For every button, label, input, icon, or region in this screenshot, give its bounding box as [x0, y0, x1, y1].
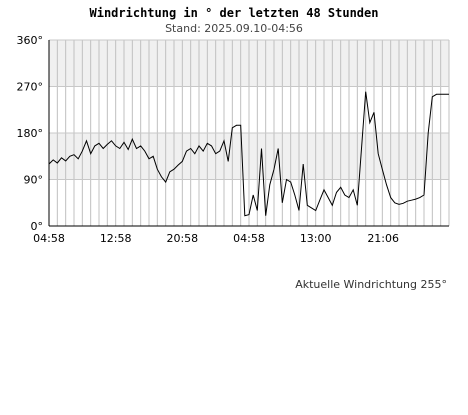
x-tick-label: 12:58	[100, 232, 132, 245]
y-tick-labels: 0° 90° 180° 270° 360°	[17, 34, 44, 233]
y-tick-label: 0°	[31, 220, 44, 233]
wind-direction-line	[48, 91, 449, 217]
y-tick-label: 360°	[17, 34, 44, 47]
x-tick-label: 13:00	[300, 232, 332, 245]
x-tick-label: 20:58	[166, 232, 198, 245]
y-tick-label: 180°	[17, 127, 44, 140]
chart-title: Windrichtung in ° der letzten 48 Stunden	[90, 6, 379, 20]
current-wind-direction: Aktuelle Windrichtung 255°	[295, 278, 447, 291]
chart-subtitle: Stand: 2025.09.10-04:56	[165, 22, 303, 35]
y-tick-label: 90°	[24, 174, 44, 187]
x-tick-label: 21:06	[367, 232, 399, 245]
x-tick-label: 04:58	[233, 232, 265, 245]
x-tick-label: 04:58	[33, 232, 65, 245]
y-tick-label: 270°	[17, 81, 44, 94]
x-tick-labels: 04:58 12:58 20:58 04:58 13:00 21:06	[33, 232, 399, 245]
